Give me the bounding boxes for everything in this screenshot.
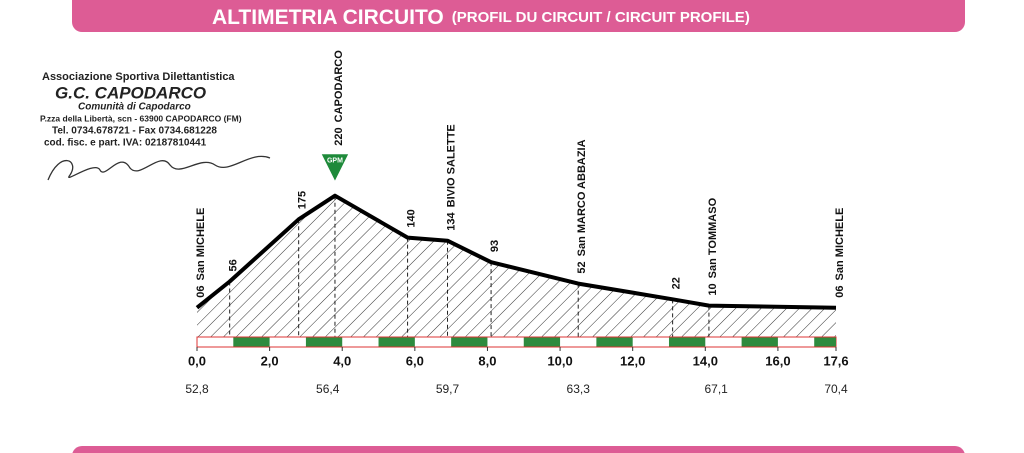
elevation-label: 10 bbox=[707, 283, 719, 295]
waypoint-label: 10 San TOMMASO bbox=[707, 197, 719, 295]
place-name: San TOMMASO bbox=[707, 197, 719, 278]
place-name: CAPODARCO bbox=[333, 50, 345, 123]
km-strip bbox=[196, 336, 837, 348]
x-tick-label: 10,0 bbox=[547, 353, 572, 368]
km-strip-segment bbox=[596, 337, 633, 347]
gpm-marker bbox=[320, 153, 350, 183]
elevation-label: 93 bbox=[489, 240, 501, 252]
waypoint-label: 93 bbox=[489, 240, 501, 252]
profile-line bbox=[195, 193, 837, 310]
stamp-line: P.zza della Libertà, scn - 63900 CAPODAR… bbox=[40, 113, 242, 123]
elevation-label: 56 bbox=[228, 259, 240, 271]
x-tick-label: 4,0 bbox=[333, 353, 351, 368]
x-tick-label: 6,0 bbox=[406, 353, 424, 368]
x-tick-label: 12,0 bbox=[620, 353, 645, 368]
km-strip-segment bbox=[305, 337, 343, 347]
area bbox=[197, 195, 836, 337]
elevation-label: 06 bbox=[195, 285, 207, 297]
stamp-line: Associazione Sportiva Dilettantistica bbox=[42, 71, 235, 83]
km-strip-segment bbox=[741, 337, 778, 347]
x-tick-label: 2,0 bbox=[261, 353, 279, 368]
elevation-label: 06 bbox=[834, 285, 846, 297]
elevation-label: 175 bbox=[297, 191, 309, 209]
km-strip-segment bbox=[378, 337, 415, 347]
race-km-label: 67,1 bbox=[705, 382, 729, 396]
place-name: San MICHELE bbox=[834, 208, 846, 281]
place-name: BIVIO SALETTE bbox=[445, 124, 457, 207]
elevation-label: 134 bbox=[445, 211, 457, 230]
x-tick-label: 14,0 bbox=[693, 353, 718, 368]
elevation-label: 22 bbox=[671, 277, 683, 289]
km-strip-segment bbox=[523, 337, 561, 347]
stamp-line: Comunità di Capodarco bbox=[78, 102, 191, 113]
header-title: ALTIMETRIA CIRCUITO (PROFIL DU CIRCUIT / … bbox=[212, 6, 750, 29]
elevation-label: 220 bbox=[333, 127, 345, 145]
place-name: San MICHELE bbox=[195, 208, 207, 281]
x-tick-label: 0,0 bbox=[188, 353, 206, 368]
waypoint-label: 134 BIVIO SALETTE bbox=[445, 124, 457, 230]
km-strip-segment bbox=[668, 337, 706, 347]
x-tick-label: 16,0 bbox=[765, 353, 790, 368]
race-km-label: 59,7 bbox=[436, 382, 460, 396]
header-bar bbox=[72, 0, 965, 32]
chart: 06 San MICHELE 56 175 220 CAPODARCO 140 134 BIVI… bbox=[185, 50, 848, 396]
elevation-label: 52 bbox=[576, 261, 588, 273]
km-strip-segment bbox=[233, 337, 270, 347]
stamp-line: G.C. CAPODARCO bbox=[55, 83, 206, 102]
stamp-line: cod. fisc. e part. IVA: 02187810441 bbox=[44, 138, 207, 149]
waypoint-label: 220 CAPODARCO bbox=[333, 50, 345, 146]
waypoint-label: 06 San MICHELE bbox=[834, 208, 846, 298]
footer-bar bbox=[72, 446, 965, 453]
waypoint-label: 22 bbox=[671, 277, 683, 289]
waypoint-label: 06 San MICHELE bbox=[195, 208, 207, 298]
stamp: Associazione Sportiva Dilettantistica G.… bbox=[40, 71, 271, 181]
waypoint-label: 175 bbox=[297, 191, 309, 209]
race-km-label: 52,8 bbox=[185, 382, 209, 396]
race-km-label: 70,4 bbox=[824, 382, 848, 396]
race-km-label: 63,3 bbox=[567, 382, 591, 396]
race-km-label: 56,4 bbox=[316, 382, 340, 396]
waypoint-label: 56 bbox=[228, 259, 240, 271]
waypoint-label: 140 bbox=[405, 209, 417, 227]
place-name: San MARCO ABBAZIA bbox=[576, 139, 588, 256]
waypoint-label: 52 San MARCO ABBAZIA bbox=[576, 139, 588, 273]
x-tick-label: 8,0 bbox=[478, 353, 496, 368]
gpm-label: GPM bbox=[327, 158, 343, 165]
signature bbox=[47, 155, 271, 181]
km-strip-segment bbox=[814, 337, 836, 347]
stamp-line: Tel. 0734.678721 - Fax 0734.681228 bbox=[52, 126, 217, 137]
km-strip-segment bbox=[451, 337, 488, 347]
elevation-label: 140 bbox=[405, 209, 417, 227]
x-tick-label: 17,6 bbox=[823, 353, 848, 368]
